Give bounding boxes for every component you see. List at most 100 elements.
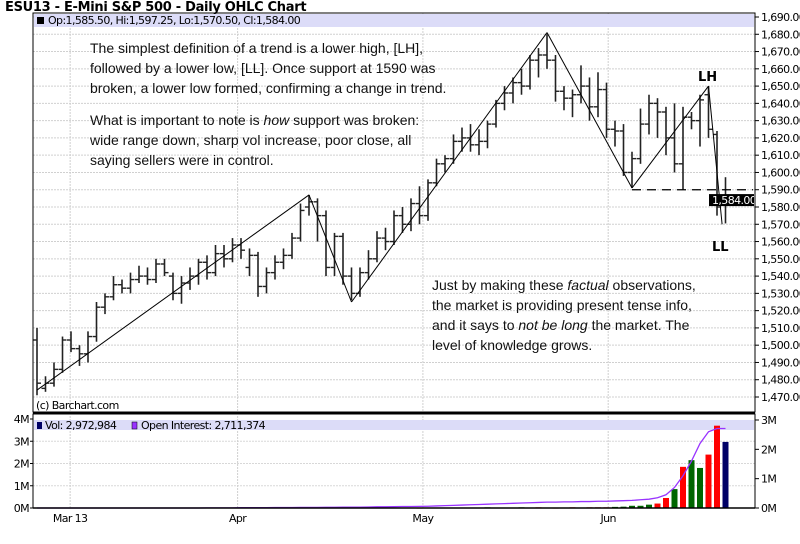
annotation-emphasis: factual — [567, 277, 609, 293]
ohlc-bar — [602, 82, 611, 138]
ohlc-bar — [687, 112, 696, 130]
annotation-block-3: Just by making these factual observation… — [432, 275, 696, 355]
ohlc-bar — [619, 124, 628, 176]
ohlc-bar — [449, 134, 458, 164]
ohlc-bar — [398, 207, 407, 233]
y-tick-label: 1,570.00 — [761, 218, 800, 231]
ohlc-bar — [390, 210, 398, 245]
x-tick-label: May — [412, 512, 434, 525]
ohlc-bar — [67, 331, 75, 353]
ohlc-bar — [109, 276, 118, 301]
ohlc-bar — [364, 250, 373, 280]
volume-left-tick-label: 3M — [14, 435, 29, 448]
ohlc-bar — [373, 231, 381, 263]
ohlc-bar — [169, 272, 177, 301]
ohlc-bar — [203, 255, 211, 280]
y-tick-label: 1,490.00 — [761, 356, 800, 369]
volume-bar — [697, 467, 703, 508]
trendline — [36, 194, 310, 391]
annotation-text: What is important to note is — [90, 112, 264, 128]
ohlc-bar — [356, 267, 364, 297]
annotation-line: and it says to not be long the market. T… — [432, 315, 696, 335]
ohlc-bar — [653, 98, 662, 138]
volume-bar — [705, 454, 712, 508]
y-tick-label: 1,630.00 — [761, 115, 800, 128]
annotation-line: the market is providing present tense in… — [432, 297, 692, 313]
ohlc-bar — [245, 248, 254, 277]
ohlc-bar — [101, 293, 109, 315]
y-tick-label: 1,690.00 — [761, 11, 800, 24]
trendline — [308, 194, 352, 303]
trendline — [351, 32, 548, 303]
ohlc-bar — [211, 245, 220, 277]
price-legend: Op:1,585.50, Hi:1,597.25, Lo:1,570.50, C… — [48, 14, 301, 27]
current-price-box — [709, 194, 754, 207]
ohlc-bar — [118, 279, 126, 294]
ohlc-bar — [177, 276, 186, 304]
annotation-line: level of knowledge grows. — [432, 337, 593, 353]
annotation-line: broken, a lower low formed, confirming a… — [90, 80, 447, 96]
ohlc-bar — [500, 86, 509, 111]
x-tick-label: Mar 13 — [53, 512, 88, 525]
ohlc-bar — [305, 194, 313, 216]
ohlc-bar — [551, 55, 560, 102]
annotation-line: saying sellers were in control. — [90, 152, 274, 168]
annotation-text: support was broken: — [289, 112, 420, 128]
copyright-label: (c) Barchart.com — [36, 399, 119, 412]
open-interest-right-tick-label: 2M — [761, 443, 776, 456]
volume-left-tick-label: 4M — [14, 413, 29, 426]
ohlc-bar — [262, 267, 271, 294]
y-tick-label: 1,550.00 — [761, 253, 800, 266]
annotation-text: observations, — [608, 277, 696, 293]
ohlc-bar — [143, 267, 152, 285]
open-interest-legend: Open Interest: 2,711,374 — [141, 419, 266, 432]
ohlc-bar — [696, 94, 704, 147]
ohlc-bar — [670, 103, 679, 173]
ohlc-bar — [492, 99, 500, 128]
ohlc-bar — [322, 210, 330, 277]
open-interest-line — [37, 427, 726, 509]
annotation-block-1: The simplest definition of a trend is a … — [90, 38, 446, 170]
ohlc-bar — [628, 151, 636, 188]
lower-low-label: LL — [712, 240, 729, 255]
volume-bar — [671, 489, 678, 508]
y-tick-label: 1,680.00 — [761, 28, 800, 41]
volume-bar — [680, 466, 686, 508]
ohlc-bar — [517, 68, 526, 95]
ohlc-bar — [543, 34, 551, 69]
ohlc-bar — [381, 227, 390, 251]
legend-square-icon — [37, 17, 44, 24]
annotation-text: the market. The — [587, 317, 690, 333]
ohlc-bar — [534, 48, 543, 78]
ohlc-bar — [126, 272, 135, 294]
ohlc-bar — [271, 255, 279, 280]
annotation-emphasis: not be long — [518, 317, 588, 333]
volume-left-tick-label: 1M — [14, 480, 29, 493]
annotation-text: and it says to — [432, 317, 519, 333]
ohlc-bar — [135, 265, 143, 283]
ohlc-bar — [296, 203, 305, 242]
trendline — [546, 32, 633, 189]
ohlc-bar — [347, 267, 356, 301]
y-tick-label: 1,660.00 — [761, 63, 800, 76]
y-tick-label: 1,530.00 — [761, 287, 800, 300]
current-price-label: 1,584.00 — [712, 194, 757, 207]
x-tick-label: Apr — [229, 512, 247, 525]
ohlc-bar — [432, 158, 441, 187]
ohlc-bar — [475, 129, 483, 156]
ohlc-bar — [441, 155, 449, 173]
ohlc-bar — [58, 336, 67, 373]
volume-bar — [637, 505, 644, 508]
y-tick-label: 1,560.00 — [761, 236, 800, 249]
y-tick-label: 1,670.00 — [761, 46, 800, 59]
ohlc-bar — [594, 72, 602, 118]
ohlc-bar — [279, 248, 288, 270]
volume-left-tick-label: 2M — [14, 458, 29, 471]
volume-bar — [646, 504, 652, 508]
y-tick-label: 1,640.00 — [761, 97, 800, 110]
ohlc-bar — [160, 258, 169, 277]
ohlc-bar — [424, 179, 432, 221]
price-legend-band — [34, 14, 754, 27]
ohlc-bar — [50, 362, 58, 387]
